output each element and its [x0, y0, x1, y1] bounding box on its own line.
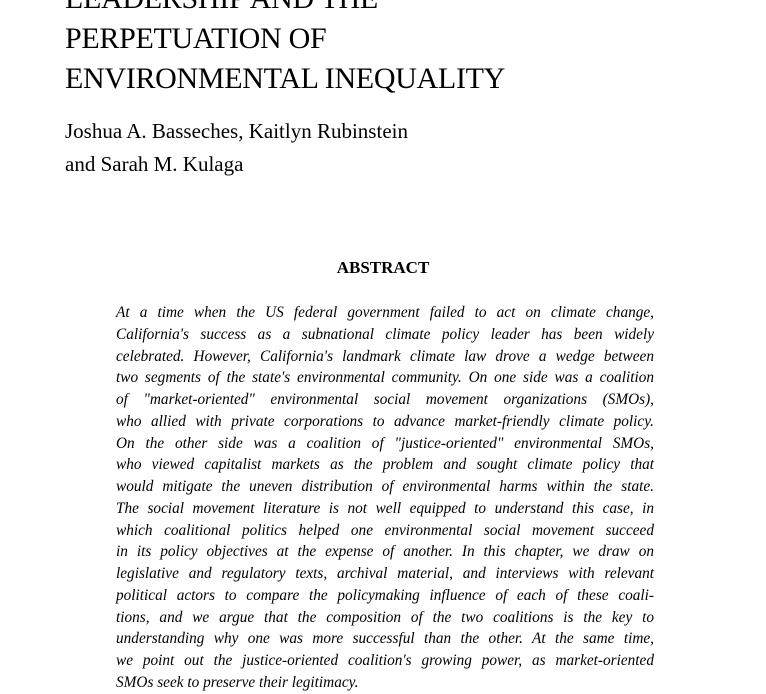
abstract-line: On the other side was a coalition of "ju… — [116, 434, 654, 452]
abstract-line: celebrated. However, California's landma… — [116, 347, 654, 365]
abstract-line: we point out the justice-oriented coalit… — [116, 652, 654, 669]
abstract-line: political actors to compare the policyma… — [116, 586, 654, 604]
author-line: and Sarah M. Kulaga — [65, 152, 244, 176]
abstract-line: would mitigate the uneven distribution o… — [116, 478, 654, 495]
abstract-line: who viewed capitalist markets as the pro… — [116, 456, 654, 474]
abstract-line: At a time when the US federal government… — [116, 304, 654, 321]
abstract-heading: ABSTRACT — [336, 258, 430, 277]
abstract-line: legislative and regulatory texts, archiv… — [116, 565, 654, 582]
abstract-line: SMOs seek to preserve their legitimacy. — [116, 673, 359, 691]
title-line: PERPETUATION OF — [65, 22, 327, 55]
abstract-line: of "market-oriented" environmental socia… — [116, 391, 654, 408]
abstract-line: tions, and we argue that the composition… — [116, 608, 654, 626]
author-line: Joshua A. Basseches, Kaitlyn Rubinstein — [65, 119, 408, 143]
title-line: ENVIRONMENTAL INEQUALITY — [65, 62, 506, 95]
abstract-line: in its policy objectives at the expense … — [116, 543, 654, 561]
abstract-line: The social movement literature is not we… — [116, 499, 654, 517]
abstract-line: understanding why one was more successfu… — [116, 630, 654, 648]
abstract-body: At a time when the US federal government… — [116, 302, 654, 694]
abstract-line: two segments of the state's environmenta… — [116, 369, 654, 387]
abstract-line: who allied with private corporations to … — [116, 412, 654, 430]
abstract-line: which coalitional politics helped one en… — [116, 521, 654, 539]
title-line: LEADERSHIP AND THE — [65, 0, 378, 19]
abstract-line: California's success as a subnational cl… — [116, 325, 654, 343]
